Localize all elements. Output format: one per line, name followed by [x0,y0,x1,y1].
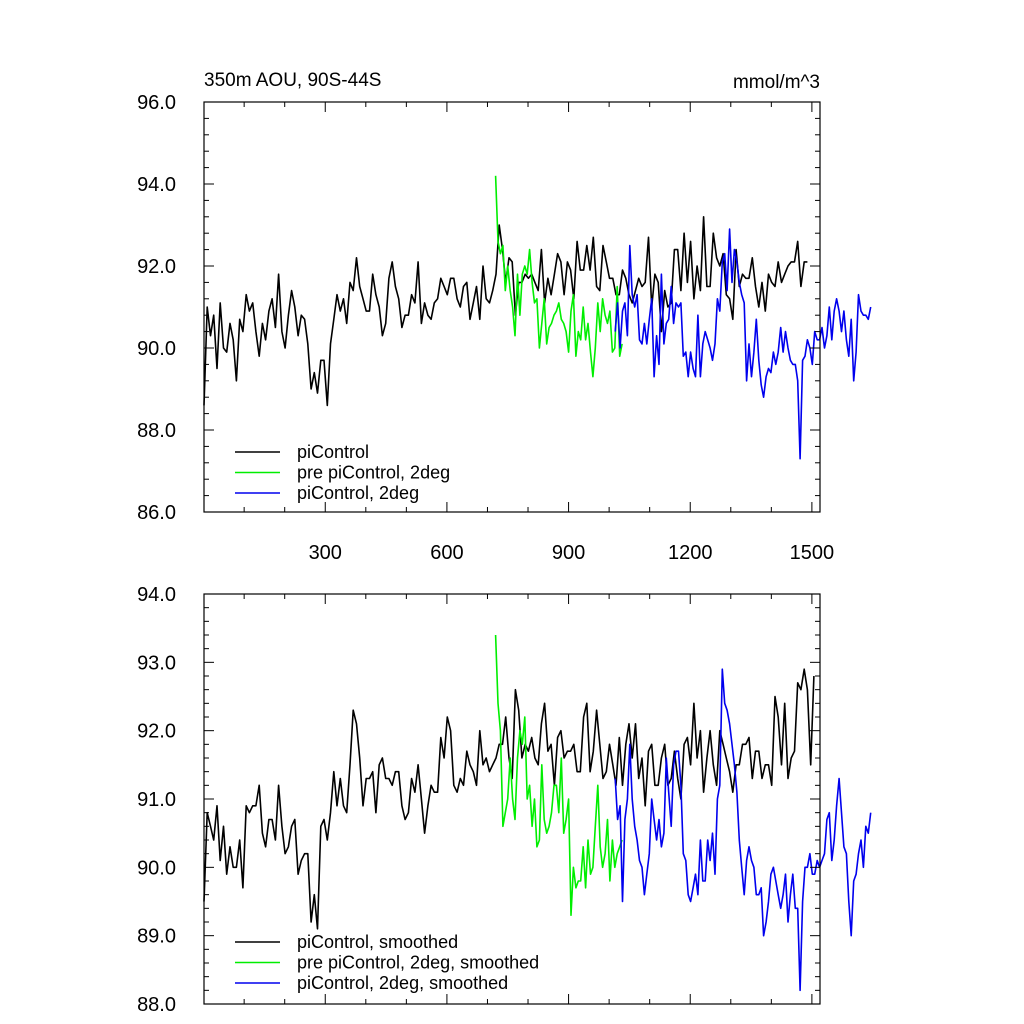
units-label: mmol/m^3 [733,72,820,93]
top-legend-label-1: pre piControl, 2deg [297,463,450,483]
top-y-tick-label: 92.0 [137,256,176,278]
bottom-panel-ticks [204,593,820,1005]
bottom-y-tick-label: 90.0 [137,857,176,879]
bottom-y-tick-label: 92.0 [137,721,176,743]
top-legend-label-2: piControl, 2deg [297,483,419,503]
top-x-tick-label: 900 [552,542,585,564]
chart-title: 350m AOU, 90S-44S [204,70,381,91]
top-panel: 86.0 88.0 90.0 92.0 94.0 96.0 300 600 900 1200 150… [137,92,872,564]
top-x-tick-label: 1200 [668,542,713,564]
bottom-y-tick-label: 88.0 [137,994,176,1016]
bottom-legend-label-0: piControl, smoothed [297,932,458,952]
bottom-legend-label-2: piControl, 2deg, smoothed [297,973,508,993]
top-legend-label-0: piControl [297,442,369,462]
top-y-tick-label: 94.0 [137,174,176,196]
top-panel-lines [203,175,872,460]
top-series-line-1 [494,175,623,378]
top-y-tick-label: 90.0 [137,338,176,360]
top-x-tick-label: 600 [430,542,463,564]
bottom-legend-label-1: pre piControl, 2deg, smoothed [297,953,539,973]
top-panel-ticks [204,101,820,513]
bottom-series-line-2 [614,668,872,992]
top-y-tick-label: 86.0 [137,502,176,524]
bottom-series-line-1 [494,634,623,917]
top-x-tick-label: 1500 [790,542,835,564]
bottom-y-tick-label: 93.0 [137,652,176,674]
bottom-y-tick-label: 91.0 [137,789,176,811]
bottom-panel-tick-labels: 88.0 89.0 90.0 91.0 92.0 93.0 94.0 [137,584,176,1016]
bottom-series-line-0 [203,668,815,930]
top-y-tick-label: 88.0 [137,420,176,442]
bottom-y-tick-label: 94.0 [137,584,176,606]
top-panel-frame [203,101,821,513]
bottom-y-tick-label: 89.0 [137,926,176,948]
top-panel-tick-labels: 86.0 88.0 90.0 92.0 94.0 96.0 300 600 900 1200 150… [137,92,834,564]
top-x-tick-label: 300 [309,542,342,564]
top-y-tick-label: 96.0 [137,92,176,114]
bottom-panel: 88.0 89.0 90.0 91.0 92.0 93.0 94.0 piControl, … [137,584,872,1016]
bottom-panel-lines [203,634,872,992]
top-series-line-2 [614,228,872,460]
